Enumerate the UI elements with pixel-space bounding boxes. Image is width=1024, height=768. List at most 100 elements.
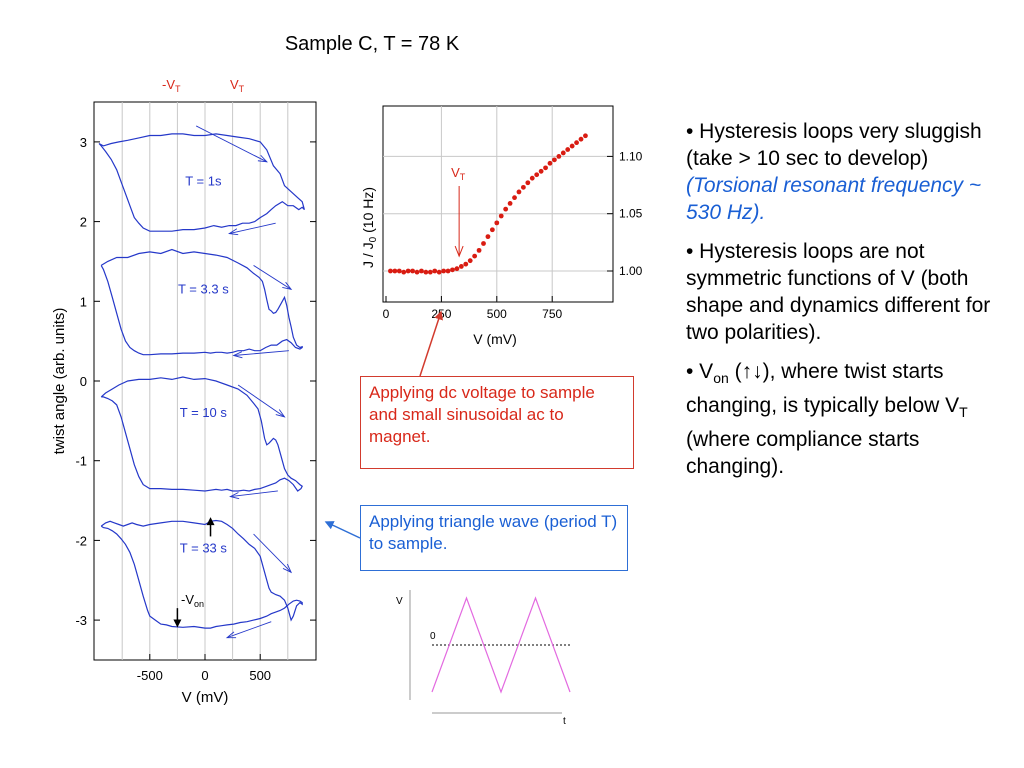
y-tick-label-2: -1 <box>75 454 87 469</box>
data-point-23 <box>489 227 495 233</box>
bullet-item-asymmetric: • Hysteresis loops are not symmetric fun… <box>686 240 991 344</box>
hysteresis-loop-0 <box>98 133 305 232</box>
y-tick-label-1: -2 <box>75 533 87 548</box>
hysteresis-loop-3 <box>100 519 303 629</box>
sweep-arrowhead-3-1 <box>225 631 237 639</box>
x-tick-label-2: 500 <box>487 307 507 321</box>
data-point-2 <box>396 268 402 274</box>
y-tick-label-0: 1.10 <box>619 149 643 163</box>
hysteresis-loop-2 <box>100 376 303 492</box>
triangle-zero-label: 0 <box>430 631 436 642</box>
sweep-arrowhead-1-0 <box>282 281 293 291</box>
compliance-x-axis-label: V (mV) <box>473 331 517 347</box>
data-point-11 <box>436 269 442 275</box>
sweep-arrow-3-1 <box>226 621 272 639</box>
x-tick-label-1: 0 <box>201 668 208 683</box>
sweep-arrowhead-2-0 <box>275 409 286 418</box>
bullet-3-sub-2: T <box>959 404 968 421</box>
bullet-3-text-a: • V <box>686 360 714 383</box>
hysteresis-y-axis-label: twist angle (arb. units) <box>51 308 68 455</box>
sweep-arrow-3-0 <box>253 533 292 573</box>
y-tick-label-4: 1 <box>80 294 87 309</box>
compliance-points <box>388 133 588 275</box>
vt-arrow-head <box>454 245 464 258</box>
data-point-5 <box>410 268 415 274</box>
data-point-28 <box>512 195 517 201</box>
data-point-17 <box>463 261 469 267</box>
sweep-arrow-0-1 <box>229 222 276 234</box>
compliance-ticks: 0 250 500 750 1.10 1.05 1.00 <box>383 149 643 321</box>
bullet-3-text-b: (↑↓), where twist starts changing, is ty… <box>686 360 960 418</box>
hysteresis-loops: T = 1s T = 3.3 s T = 10 s T = 33 s <box>98 133 305 629</box>
data-point-27 <box>507 200 513 206</box>
sweep-arrowhead-0-0 <box>257 154 268 163</box>
hysteresis-plot-frame <box>93 101 317 661</box>
data-point-18 <box>467 258 473 264</box>
sweep-arrowhead-0-1 <box>228 228 239 236</box>
bullet-list: • Hysteresis loops very sluggish (take >… <box>686 118 1006 492</box>
sweep-arrow-1-1 <box>233 350 289 356</box>
bullet-item-sluggish: • Hysteresis loops very sluggish (take >… <box>686 118 1006 226</box>
slide-title: Sample C, T = 78 K <box>284 33 460 55</box>
data-point-38 <box>556 154 562 159</box>
data-point-34 <box>538 168 544 174</box>
data-point-3 <box>401 269 407 275</box>
bullet-1-text: • Hysteresis loops very sluggish (take >… <box>686 120 982 170</box>
von-up-arrow-head <box>206 517 215 526</box>
data-point-29 <box>516 189 522 195</box>
vt-marker-label: VT <box>230 77 245 94</box>
loop-label-0: T = 1s <box>185 174 222 189</box>
y-tick-label-3: 0 <box>80 374 87 389</box>
data-point-21 <box>481 241 486 246</box>
sweep-arrowhead-1-1 <box>232 351 243 359</box>
data-point-22 <box>485 234 491 240</box>
data-point-16 <box>458 264 464 269</box>
bullet-3-sub: on <box>713 370 729 387</box>
data-point-40 <box>565 147 571 152</box>
data-point-1 <box>392 268 398 274</box>
tri-box-connector-arrow <box>324 521 361 539</box>
data-point-24 <box>494 220 500 226</box>
loop-label-1: T = 3.3 s <box>178 281 229 296</box>
data-point-7 <box>419 268 424 274</box>
sweep-arrowhead-2-1 <box>229 492 240 500</box>
bullet-3-text-c: (where compliance starts changing). <box>686 428 920 479</box>
y-tick-label-2: 1.00 <box>619 264 643 278</box>
data-point-15 <box>454 266 460 272</box>
data-point-8 <box>423 269 429 275</box>
data-point-37 <box>552 157 557 163</box>
neg-vt-marker-label: -VT <box>162 77 181 94</box>
data-point-12 <box>441 268 447 274</box>
x-tick-label-1: 250 <box>431 307 451 321</box>
hysteresis-loop-1 <box>100 248 303 356</box>
dc-box-connector-arrow <box>419 310 443 377</box>
sweep-arrow-1-0 <box>253 265 292 290</box>
data-point-35 <box>543 165 548 171</box>
bullet-item-von: • Von (↑↓), where twist starts changing,… <box>686 358 1006 480</box>
data-point-13 <box>445 268 451 274</box>
sweep-arrow-2-1 <box>230 490 278 498</box>
data-point-31 <box>525 180 531 186</box>
vt-arrow-label: VT <box>451 165 466 182</box>
data-point-36 <box>547 160 553 166</box>
compliance-vt-arrow: VT <box>451 165 466 258</box>
compliance-plot-frame <box>382 105 614 303</box>
y-tick-label-1: 1.05 <box>619 207 643 221</box>
hysteresis-gridlines <box>121 102 289 660</box>
x-tick-label-3: 750 <box>542 307 562 321</box>
loop-label-2: T = 10 s <box>180 405 228 420</box>
bullet-1-italic: (Torsional resonant frequency ~ 530 Hz). <box>686 174 982 224</box>
data-point-6 <box>414 269 420 275</box>
y-tick-label-6: 3 <box>80 135 87 150</box>
triangle-wave-annotation-box: Applying triangle wave (period T) to sam… <box>360 505 628 571</box>
dc-voltage-annotation-box: Applying dc voltage to sample and small … <box>360 376 634 469</box>
data-point-0 <box>388 268 393 274</box>
compliance-y-axis-label: J / J0 (10 Hz) <box>360 187 379 268</box>
data-point-33 <box>534 172 540 178</box>
y-tick-label-5: 2 <box>80 215 87 230</box>
data-point-19 <box>472 253 478 259</box>
data-point-43 <box>578 136 584 142</box>
sweep-arrowhead-3-0 <box>282 563 293 574</box>
data-point-44 <box>583 133 588 139</box>
triangle-wave-line <box>431 596 571 694</box>
